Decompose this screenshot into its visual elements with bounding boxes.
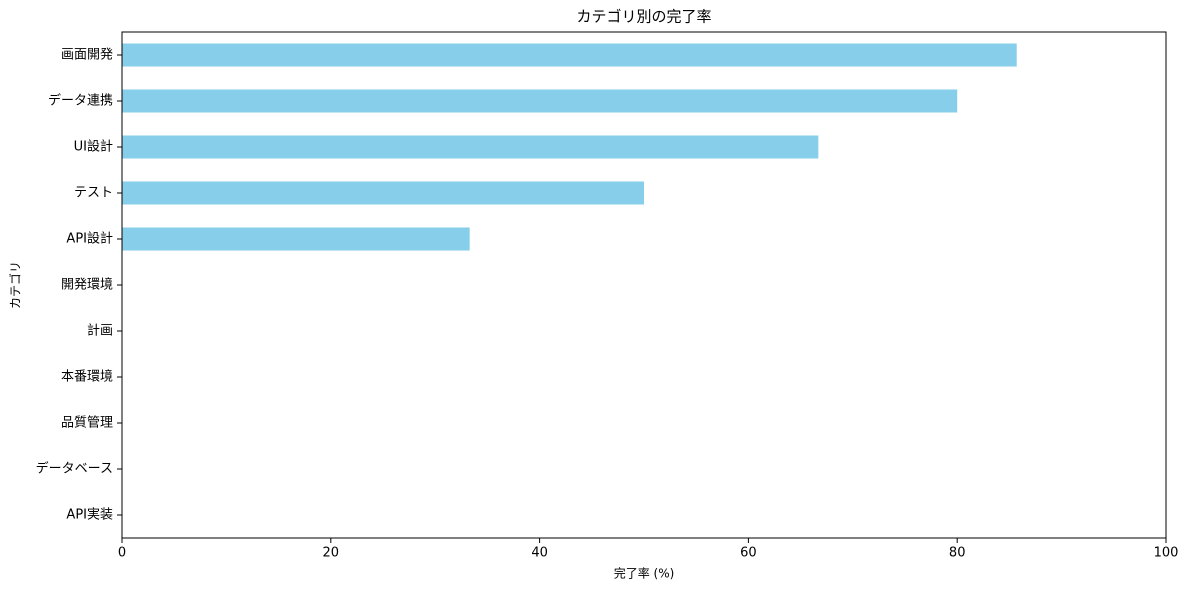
x-tick-label: 100 [1154,546,1179,561]
x-tick-label: 60 [740,546,757,561]
x-tick-label: 80 [949,546,966,561]
bar [122,181,644,205]
x-tick-label: 40 [531,546,548,561]
y-tick-label: テスト [74,186,113,201]
x-tick-label: 0 [118,546,126,561]
plot-frame [121,31,1167,539]
bar [122,43,1017,67]
x-tick-label: 20 [323,546,340,561]
y-tick-label: データ連携 [48,93,113,109]
bar [122,227,470,251]
y-tick-label: UI設計 [74,139,113,155]
bar [122,135,819,159]
y-tick-label: 計画 [87,323,113,339]
y-tick-label: 本番環境 [61,370,113,385]
y-axis-label: カテゴリ [8,261,23,309]
y-tick-label: 品質管理 [61,416,113,431]
chart-title: カテゴリ別の完了率 [576,8,711,26]
y-tick-label: 開発環境 [61,278,113,293]
y-tick-label: データベース [36,461,113,477]
y-tick-label: API設計 [66,231,113,247]
x-axis-label: 完了率 (%) [614,566,675,581]
y-tick-label: 画面開発 [61,48,113,63]
bar [122,89,958,113]
y-tick-label: API実装 [66,507,113,523]
